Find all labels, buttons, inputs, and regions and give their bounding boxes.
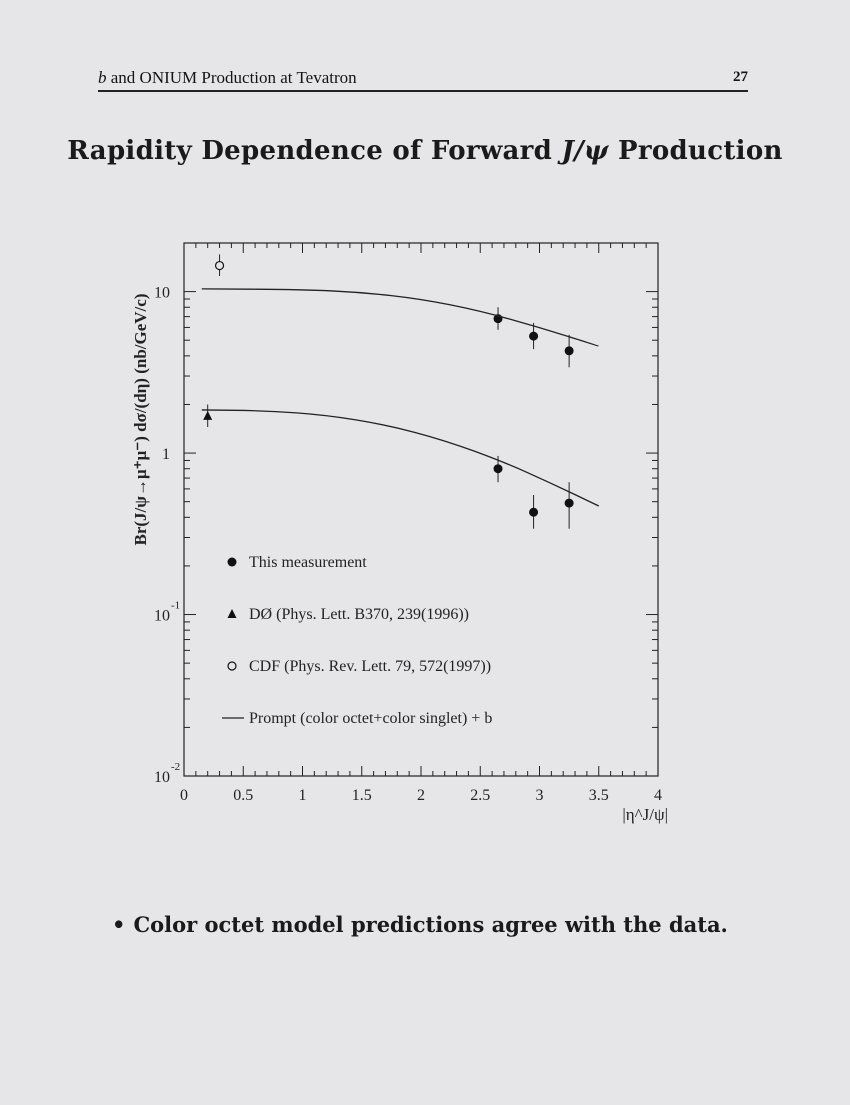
x-tick-label: 4 <box>654 787 662 804</box>
page-number: 27 <box>733 69 748 85</box>
y-axis-label: Br(J/ψ→μ⁺μ⁻) dσ/(dη) (nb/GeV/c) <box>131 294 150 546</box>
y-tick-exponent: -1 <box>171 600 180 612</box>
x-axis-label: |η^J/ψ| <box>622 805 668 824</box>
legend-label: DØ (Phys. Lett. B370, 239(1996)) <box>249 606 469 623</box>
bullet-icon: • <box>112 912 126 937</box>
data-point <box>529 331 539 341</box>
slide-title-prefix: Rapidity Dependence of Forward <box>67 136 562 166</box>
y-tick-label: 1 <box>162 446 170 463</box>
legend-marker-icon <box>227 609 237 618</box>
y-tick-label: 10 <box>154 608 170 625</box>
plot-frame <box>183 242 659 777</box>
data-point <box>214 260 225 271</box>
x-tick-label: 2.5 <box>470 787 490 804</box>
legend-marker-icon <box>227 557 237 567</box>
page-header: b and ONIUM Production at Tevatron 27 <box>98 66 748 92</box>
y-tick-exponent: -2 <box>171 761 180 773</box>
y-tick-label: 10 <box>154 285 170 302</box>
x-tick-label: 3 <box>536 787 544 804</box>
data-point <box>564 498 574 508</box>
slide-title-suffix: Production <box>608 136 783 166</box>
data-point <box>493 464 503 474</box>
x-tick-label: 3.5 <box>589 787 609 804</box>
prediction-curve <box>201 409 600 507</box>
x-tick-label: 1.5 <box>352 787 372 804</box>
legend-marker-icon <box>227 661 237 671</box>
slide-title: Rapidity Dependence of Forward J/ψ Produ… <box>0 136 850 166</box>
bullet-point: • Color octet model predictions agree wit… <box>112 912 728 937</box>
x-tick-label: 2 <box>417 787 425 804</box>
header-title-text: and ONIUM Production at Tevatron <box>106 68 357 87</box>
x-tick-label: 1 <box>299 787 307 804</box>
legend-label: CDF (Phys. Rev. Lett. 79, 572(1997)) <box>249 658 491 675</box>
prediction-curve <box>201 288 599 347</box>
data-point <box>564 346 574 356</box>
x-tick-label: 0.5 <box>233 787 253 804</box>
data-point <box>529 507 539 517</box>
legend-label: This measurement <box>249 554 367 571</box>
bullet-text: Color octet model predictions agree with… <box>133 912 728 937</box>
slide-title-symbol: J/ψ <box>561 136 609 166</box>
y-tick-label: 10 <box>154 769 170 786</box>
x-tick-label: 0 <box>180 787 188 804</box>
legend-label: Prompt (color octet+color singlet) + b <box>249 710 492 727</box>
data-point <box>203 410 213 420</box>
header-title: b and ONIUM Production at Tevatron <box>98 68 357 88</box>
header-title-italic: b <box>98 68 107 87</box>
